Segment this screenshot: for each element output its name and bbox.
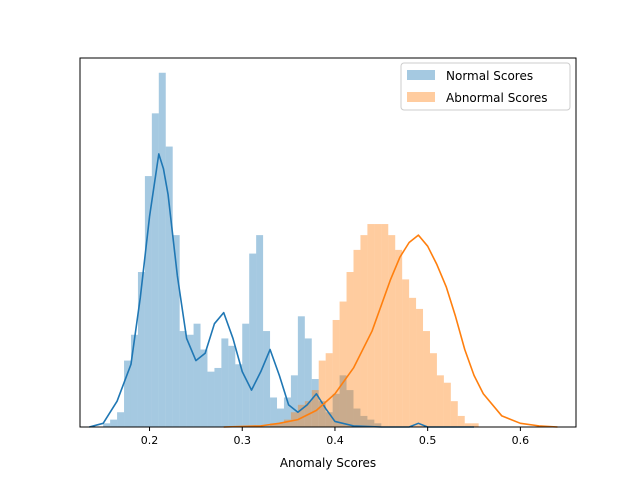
- x-tick-label: 0.5: [419, 434, 437, 447]
- legend-box: [400, 62, 571, 111]
- legend-label: Abnormal Scores: [446, 91, 548, 105]
- hist-bar: [353, 249, 361, 427]
- hist-bar: [325, 412, 333, 427]
- hist-bar: [311, 379, 319, 427]
- hist-bar: [402, 279, 410, 427]
- hist-bar: [158, 72, 166, 427]
- hist-bar: [186, 334, 194, 427]
- hist-bar: [263, 331, 271, 427]
- x-axis-label: Anomaly Scores: [280, 456, 376, 470]
- hist-bar: [346, 272, 354, 427]
- hist-bar: [339, 301, 347, 427]
- hist-bar: [374, 224, 382, 427]
- x-tick-label: 0.2: [141, 434, 159, 447]
- legend-swatch: [407, 70, 435, 80]
- plot-area: [89, 72, 558, 428]
- hist-bar: [409, 297, 417, 427]
- hist-bar: [311, 390, 319, 427]
- x-tick-label: 0.4: [326, 434, 344, 447]
- hist-bar: [471, 423, 479, 427]
- hist-bar: [464, 423, 472, 427]
- hist-bar: [395, 249, 403, 427]
- hist-bar: [165, 146, 173, 427]
- hist-bar: [283, 419, 291, 427]
- hist-bar: [374, 423, 382, 427]
- hist-bar: [353, 408, 361, 427]
- legend-label: Normal Scores: [446, 69, 533, 83]
- hist-bar: [367, 419, 375, 427]
- hist-bar: [318, 401, 326, 427]
- hist-bar: [249, 253, 257, 427]
- hist-bar: [151, 113, 159, 427]
- hist-bar: [325, 353, 333, 427]
- hist-bar: [235, 364, 243, 427]
- hist-bar: [304, 338, 312, 427]
- hist-bar: [214, 367, 222, 427]
- hist-bar: [297, 316, 305, 427]
- hist-bar: [242, 323, 250, 427]
- hist-bar: [332, 319, 340, 427]
- hist-bar: [283, 397, 291, 427]
- hist-bar: [360, 235, 368, 427]
- axes-frame: [79, 57, 577, 428]
- hist-bar: [221, 338, 229, 427]
- hist-bar: [381, 224, 389, 427]
- hist-bar: [103, 423, 111, 427]
- hist-bar: [423, 331, 430, 427]
- hist-bar: [228, 345, 236, 427]
- hist-bar: [207, 371, 215, 427]
- x-tick-label: 0.3: [233, 434, 251, 447]
- legend-swatch: [407, 92, 435, 102]
- hist-bar: [117, 412, 125, 427]
- kde-line-abnormal: [223, 234, 558, 428]
- hist-bar: [339, 375, 347, 427]
- hist-bar: [318, 360, 326, 427]
- kde-line-normal: [89, 153, 475, 428]
- hist-bar: [270, 423, 278, 427]
- hist-bar: [388, 235, 396, 427]
- hist-bar: [270, 397, 278, 427]
- hist-bar: [256, 235, 264, 427]
- hist-bar: [416, 308, 424, 427]
- hist-bar: [130, 334, 138, 427]
- hist-bar: [332, 393, 340, 427]
- hist-bar: [137, 272, 145, 427]
- hist-bar: [367, 224, 375, 427]
- hist-bar: [124, 360, 131, 427]
- hist-bar: [429, 353, 437, 427]
- x-axis-ticks: 0.2 0.3 0.4 0.5 0.6: [141, 427, 529, 447]
- legend: Normal Scores Abnormal Scores: [400, 62, 571, 111]
- hist-bar: [193, 323, 201, 427]
- hist-bar: [436, 375, 444, 427]
- hist-bar: [200, 349, 208, 427]
- hist-bar: [110, 419, 118, 427]
- hist-bar: [450, 401, 458, 427]
- hist-bar: [346, 390, 354, 427]
- hist-bar: [457, 415, 465, 427]
- hist-bar: [290, 375, 298, 427]
- hist-bar: [443, 382, 451, 427]
- hist-bar: [277, 408, 284, 427]
- hist-bar: [360, 415, 368, 427]
- hist-bar: [144, 176, 152, 427]
- hist-normal: [103, 72, 382, 427]
- hist-bar: [297, 404, 305, 427]
- x-tick-label: 0.6: [512, 434, 530, 447]
- hist-bar: [172, 235, 180, 427]
- hist-bar: [179, 331, 187, 427]
- hist-bar: [277, 423, 284, 427]
